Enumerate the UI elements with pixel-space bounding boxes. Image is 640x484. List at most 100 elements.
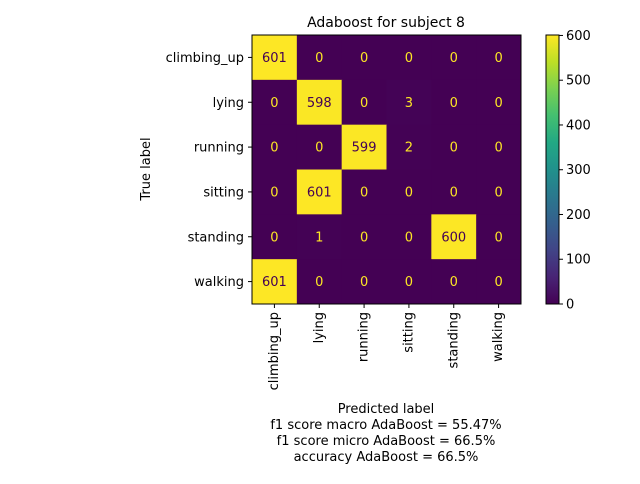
heatmap-cell <box>431 214 477 260</box>
cell-value-label: 0 <box>450 141 458 156</box>
heatmap-cells: 601 0 0 0 0 0 0 598 0 3 0 0 0 0 599 2 0 0 0 601 0 0 0 0 0 1 0 0 600 0… <box>252 35 522 305</box>
heatmap-cell <box>431 124 477 170</box>
heatmap-cell <box>386 259 432 305</box>
heatmap-cell <box>476 79 522 126</box>
cell-value-label: 0 <box>360 230 368 245</box>
y-tick-label: running <box>194 141 244 156</box>
cell-value-label: 0 <box>494 185 502 200</box>
cell-value-label: 601 <box>262 51 287 66</box>
x-axis-label: Predicted label <box>338 402 435 417</box>
colorbar-tick-label: 100 <box>566 253 591 268</box>
cell-value-label: 0 <box>450 96 458 111</box>
heatmap-cell <box>341 169 387 215</box>
heatmap-cell <box>296 214 343 260</box>
cell-value-label: 0 <box>450 185 458 200</box>
cell-value-label: 0 <box>270 185 278 200</box>
heatmap-cell <box>252 35 298 81</box>
cell-value-label: 0 <box>494 275 502 290</box>
x-tick-label: walking <box>491 312 506 362</box>
cell-value-label: 0 <box>450 275 458 290</box>
cell-value-label: 3 <box>405 96 413 111</box>
cell-value-label: 0 <box>450 51 458 66</box>
colorbar-tick-label: 500 <box>566 74 591 89</box>
heatmap-cell <box>341 35 387 81</box>
cell-value-label: 0 <box>494 141 502 156</box>
annotation-f1-micro: f1 score micro AdaBoost = 66.5% <box>277 434 496 449</box>
cell-value-label: 0 <box>360 185 368 200</box>
cell-value-label: 0 <box>270 96 278 111</box>
cell-value-label: 0 <box>494 96 502 111</box>
heatmap-cell <box>386 35 432 81</box>
y-tick-label: lying <box>213 96 244 111</box>
cell-value-label: 0 <box>315 141 323 156</box>
heatmap-cell <box>296 35 343 81</box>
heatmap-cell <box>476 35 522 81</box>
y-tick-label: climbing_up <box>166 51 244 66</box>
heatmap-cell <box>341 214 387 260</box>
cell-value-label: 0 <box>360 275 368 290</box>
heatmap-cell <box>296 259 343 305</box>
cell-value-label: 0 <box>494 51 502 66</box>
cell-value-label: 0 <box>360 51 368 66</box>
cell-value-label: 598 <box>307 96 332 111</box>
cell-value-label: 600 <box>441 230 466 245</box>
cell-value-label: 0 <box>315 275 323 290</box>
heatmap-cell <box>431 169 477 215</box>
y-axis-label: True label <box>139 137 154 201</box>
cell-value-label: 0 <box>405 51 413 66</box>
cell-value-label: 0 <box>405 185 413 200</box>
heatmap-cell <box>386 79 432 126</box>
cell-value-label: 601 <box>262 275 287 290</box>
heatmap-cell <box>341 259 387 305</box>
cell-value-label: 1 <box>315 230 323 245</box>
cell-value-label: 601 <box>307 185 332 200</box>
cell-value-label: 0 <box>405 230 413 245</box>
x-tick-label: climbing_up <box>267 312 282 390</box>
colorbar <box>545 34 560 305</box>
heatmap-cell <box>296 124 343 170</box>
x-tick-label: sitting <box>401 312 416 353</box>
x-tick-labels: climbing_up lying running sitting standing wa… <box>267 304 506 390</box>
y-tick-label: sitting <box>203 185 244 200</box>
cell-value-label: 0 <box>360 96 368 111</box>
cell-value-label: 0 <box>405 275 413 290</box>
cell-value-label: 0 <box>315 51 323 66</box>
x-tick-label: standing <box>446 312 461 368</box>
annotation-accuracy: accuracy AdaBoost = 66.5% <box>294 450 479 465</box>
heatmap-cell <box>476 214 522 260</box>
heatmap-cell <box>431 259 477 305</box>
heatmap-cell <box>476 124 522 170</box>
heatmap-cell <box>431 35 477 81</box>
colorbar-tick-label: 300 <box>566 163 591 178</box>
heatmap-cell <box>386 214 432 260</box>
y-tick-label: standing <box>188 230 244 245</box>
colorbar-tick-label: 600 <box>566 29 591 44</box>
colorbar-ticks: 0 100 200 300 400 500 600 <box>559 29 591 313</box>
chart-title: Adaboost for subject 8 <box>307 15 465 31</box>
colorbar-tick-label: 200 <box>566 208 591 223</box>
heatmap-cell <box>252 259 298 305</box>
x-tick-label: running <box>357 312 372 362</box>
heatmap-cell <box>341 124 387 170</box>
heatmap-cell <box>476 259 522 305</box>
heatmap-cell <box>252 79 298 126</box>
annotation-f1-macro: f1 score macro AdaBoost = 55.47% <box>270 418 501 433</box>
cell-value-label: 0 <box>270 230 278 245</box>
heatmap-cell <box>476 169 522 215</box>
cell-value-label: 0 <box>494 230 502 245</box>
y-tick-label: walking <box>194 275 244 290</box>
cell-value-label: 2 <box>405 141 413 156</box>
heatmap-cell <box>431 79 477 126</box>
x-tick-label: lying <box>312 312 327 343</box>
heatmap-cell <box>252 214 298 260</box>
heatmap-cell <box>252 169 298 215</box>
heatmap-cell <box>386 124 432 170</box>
heatmap-cell <box>252 124 298 170</box>
heatmap-cell <box>341 79 387 126</box>
colorbar-tick-label: 400 <box>566 118 591 133</box>
cell-value-label: 0 <box>270 141 278 156</box>
plot-frame <box>251 34 522 305</box>
